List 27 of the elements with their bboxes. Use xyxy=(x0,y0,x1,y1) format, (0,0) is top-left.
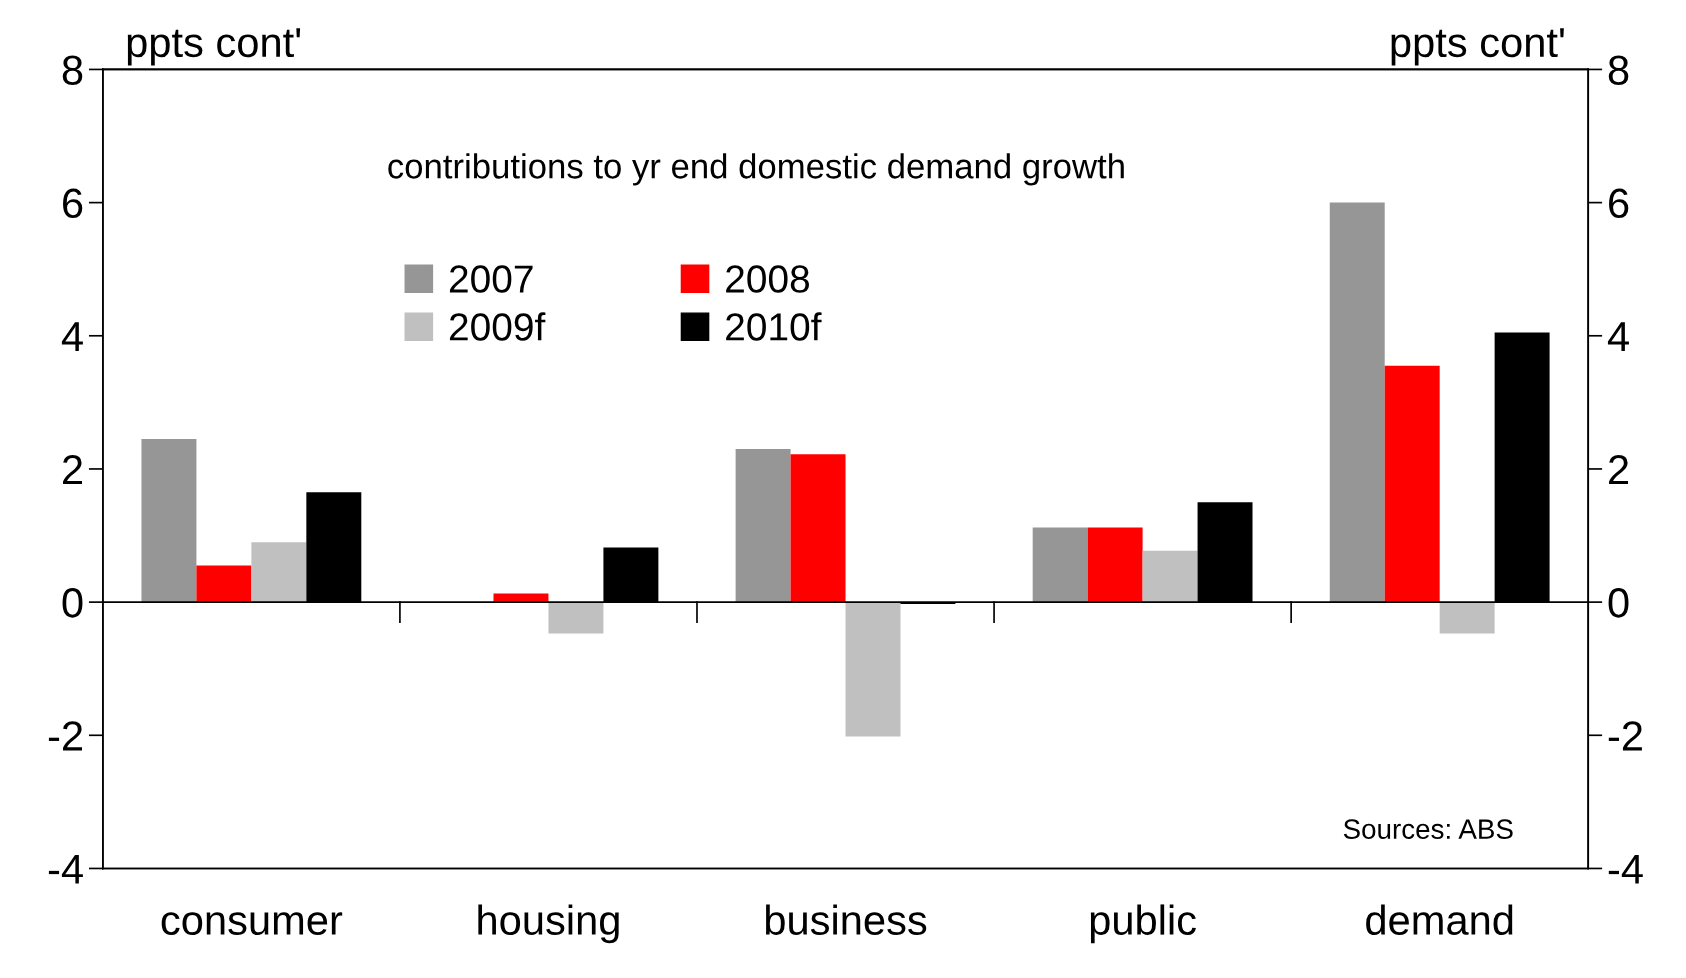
x-tick-label: business xyxy=(766,904,927,936)
y2-tick-label: 4 xyxy=(1607,322,1629,351)
y2-tick-label: 2 xyxy=(1609,454,1629,485)
y-tick-label: 0 xyxy=(62,588,83,618)
y2-tick-label: 8 xyxy=(1608,55,1629,85)
x-tick-label: demand xyxy=(1366,904,1513,936)
y2-tick-label: 0 xyxy=(1608,588,1629,618)
x-tick-label: public xyxy=(1090,904,1196,944)
legend-label: 2010f xyxy=(726,312,822,341)
legend-label: 2007 xyxy=(449,265,533,293)
annotation: Sources: ABS xyxy=(1343,819,1513,839)
legend-label: 2008 xyxy=(726,265,810,293)
y-tick-label: -2 xyxy=(48,721,83,751)
y-tick-label: 6 xyxy=(63,188,83,219)
y-axis-title: ppts cont' xyxy=(127,28,301,66)
y-tick-label: -4 xyxy=(48,854,83,884)
x-tick-label: consumer xyxy=(161,912,343,936)
y2-tick-label: -4 xyxy=(1608,854,1643,884)
y2-axis-title: ppts cont' xyxy=(1391,28,1564,66)
y-tick-label: 2 xyxy=(63,454,83,485)
y-tick-label: 4 xyxy=(61,322,83,351)
x-tick-label: housing xyxy=(478,904,619,944)
y2-tick-label: -2 xyxy=(1608,721,1642,751)
legend-label: 2009f xyxy=(449,312,546,341)
text: contributions to yr end domestic demand growth xyxy=(388,153,1124,186)
y2-tick-label: 6 xyxy=(1609,188,1629,219)
y-tick-label: 8 xyxy=(62,55,83,85)
